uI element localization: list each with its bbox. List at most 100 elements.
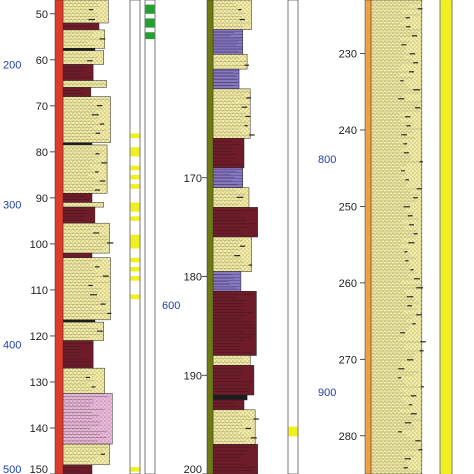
grain-size-spike: [99, 123, 105, 125]
grain-size-spike: [246, 97, 252, 99]
grain-size-spike: [94, 189, 100, 191]
depth-m-label: 100: [30, 239, 48, 251]
depth-m-label: 190: [184, 370, 202, 382]
grain-size-spike: [85, 376, 91, 379]
grain-size-spike: [418, 449, 423, 451]
marker-band: [145, 4, 155, 14]
grain-size-spike: [398, 368, 405, 370]
grain-size-spike: [405, 260, 409, 262]
grain-size-spike: [253, 418, 259, 420]
grain-size-spike: [417, 8, 423, 10]
grain-size-spike: [403, 206, 410, 208]
marker-band: [130, 467, 140, 472]
depth-m-label: 270: [339, 354, 357, 366]
marker-band: [130, 257, 140, 263]
lithology-unit-mudstone: [212, 291, 257, 356]
lithology-unit-mudstone: [212, 399, 245, 411]
grain-size-spike: [95, 171, 99, 173]
grain-size-spike: [409, 224, 414, 226]
grain-size-spike: [398, 377, 402, 379]
grain-size-spike: [409, 71, 414, 73]
grain-size-spike: [412, 35, 418, 37]
grain-size-spike: [420, 386, 424, 388]
grain-size-spike: [410, 413, 417, 415]
grain-size-spike: [405, 116, 411, 118]
lithology-unit-mudstone: [62, 193, 93, 203]
lithology-unit-coal: [212, 394, 248, 401]
marker-band: [130, 174, 140, 180]
lithology-unit-mudstone: [62, 87, 92, 97]
grain-size-spike: [413, 197, 418, 199]
grain-size-spike: [88, 284, 93, 287]
grain-size-spike: [410, 269, 414, 271]
grain-size-spike: [400, 80, 404, 82]
marker-band: [145, 32, 155, 40]
lithology-unit-mudstone: [212, 444, 258, 474]
grain-size-spike: [90, 294, 98, 296]
grain-size-spike: [250, 437, 257, 439]
depth-ft-label: 400: [3, 340, 21, 352]
depth-m-label: 110: [30, 285, 48, 297]
grain-size-spike: [244, 64, 250, 66]
depth-m-label: 200: [184, 464, 202, 474]
log-column-3: 230 240 250 260 270 280 800 900: [318, 0, 453, 474]
grain-size-spike: [419, 161, 423, 163]
grain-size-spike: [87, 60, 93, 62]
depth-ft-label: 500: [3, 464, 21, 474]
stratigraphic-bar: [364, 0, 372, 474]
marker-band: [130, 294, 140, 300]
depth-m-label: 260: [339, 278, 357, 290]
marker-band: [130, 133, 140, 139]
marker-band: [288, 426, 298, 437]
grain-size-spike: [407, 305, 412, 307]
lithology-unit-sand: [212, 236, 252, 272]
grain-size-spike: [106, 242, 114, 244]
depth-m-label: 50: [36, 9, 48, 21]
grain-size-spike: [406, 296, 414, 298]
grain-size-spike: [419, 350, 424, 352]
lithology-unit-mudstone: [62, 64, 94, 81]
lithology-unit-coal: [62, 319, 96, 323]
depth-m-label: 150: [30, 464, 48, 474]
grain-size-spike: [400, 332, 406, 334]
grain-size-spike: [407, 215, 413, 217]
marker-band: [130, 216, 140, 221]
depth-m-label: 80: [36, 147, 48, 159]
grain-size-spike: [408, 242, 415, 244]
marker-band: [145, 18, 155, 28]
grain-size-spike: [405, 17, 410, 19]
grain-size-spike: [240, 245, 246, 247]
grain-size-spike: [100, 303, 106, 305]
depth-ft-label: 600: [162, 300, 180, 312]
grain-size-spike: [245, 427, 252, 430]
grain-size-spike: [405, 179, 409, 181]
grain-size-spike: [238, 9, 242, 11]
stratigraphic-bar: [54, 0, 64, 474]
grain-size-spike: [415, 440, 421, 442]
marker-band: [130, 147, 140, 157]
depth-m-label: 170: [184, 173, 202, 185]
grain-size-spike: [413, 89, 421, 91]
grain-size-spike: [403, 143, 408, 145]
grain-size-spike: [404, 422, 412, 424]
grain-size-spike: [406, 125, 411, 127]
grain-size-spike: [97, 330, 103, 332]
grain-size-spike: [410, 395, 417, 397]
grain-size-spike: [413, 233, 418, 235]
lithology-unit-sand: [62, 96, 111, 143]
grain-size-spike: [95, 132, 101, 134]
grain-size-spike: [413, 62, 419, 64]
marker-track: [287, 0, 299, 474]
marker-band: [130, 276, 140, 281]
grain-size-spike: [420, 341, 426, 343]
grain-size-spike: [101, 162, 107, 164]
grain-size-spike: [248, 264, 253, 266]
lithology-unit-mudstone: [62, 340, 94, 369]
lithology-unit-sand: [62, 222, 110, 254]
grain-size-spike: [409, 53, 416, 55]
marker-band: [130, 202, 140, 212]
grain-size-spike: [404, 251, 408, 253]
grain-size-spike: [91, 114, 99, 116]
marker-band: [130, 165, 140, 171]
log-column-2: 170 180 190 200 600: [162, 0, 299, 474]
